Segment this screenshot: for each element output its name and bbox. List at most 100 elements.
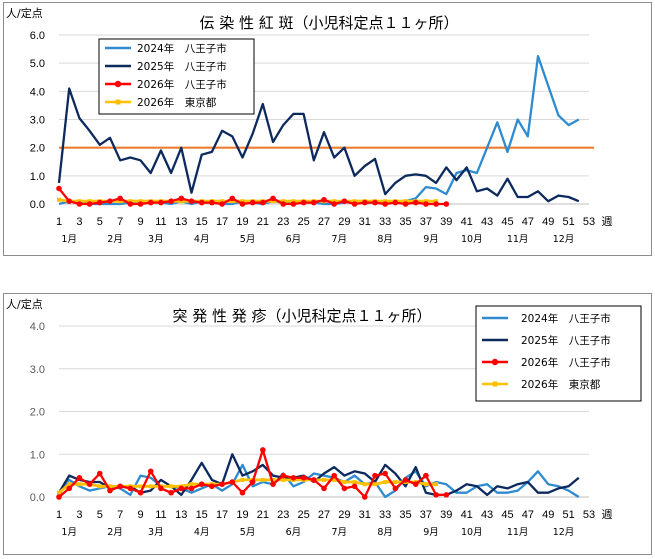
data-point [209, 199, 215, 206]
data-point [137, 489, 144, 496]
data-point [189, 482, 194, 487]
data-point [351, 201, 358, 207]
data-point [148, 484, 153, 489]
data-point [97, 484, 102, 489]
legend-marker [491, 358, 499, 366]
data-point [434, 482, 439, 487]
legend-marker [492, 381, 498, 387]
month-label: 5月 [240, 527, 256, 538]
data-point [331, 201, 337, 207]
data-point [423, 201, 429, 207]
data-point [271, 477, 276, 482]
y-tick-label: 4.0 [30, 321, 45, 333]
data-point [412, 199, 419, 206]
x-tick-label: 45 [501, 509, 513, 521]
data-point [168, 198, 174, 204]
data-point [87, 199, 92, 204]
data-point [56, 494, 62, 500]
x-tick-label: 51 [562, 509, 574, 521]
y-axis-unit-label: 人/定点 [6, 6, 43, 20]
x-tick-label: 3 [76, 216, 82, 228]
data-point [372, 482, 377, 487]
data-point [351, 483, 358, 490]
month-label: 10月 [461, 527, 483, 538]
data-point [96, 199, 103, 206]
data-point [423, 482, 428, 487]
month-label: 8月 [377, 234, 393, 245]
data-point [423, 199, 428, 204]
data-point [107, 484, 112, 489]
month-label: 3月 [148, 234, 164, 245]
data-point [382, 470, 388, 477]
y-tick-label: 3.0 [30, 115, 45, 127]
x-tick-label: 1 [56, 509, 62, 521]
data-point [198, 481, 205, 487]
data-point [402, 201, 409, 207]
y-tick-label: 2.0 [30, 407, 45, 419]
data-point [209, 483, 215, 490]
data-point [382, 201, 388, 207]
data-point [300, 199, 307, 206]
x-tick-label: 35 [399, 216, 411, 228]
data-point [107, 198, 113, 204]
x-tick-label: 27 [318, 509, 330, 521]
legend-label: 2026年 八王子市 [137, 78, 227, 91]
series-line [57, 87, 580, 203]
data-point [178, 485, 185, 492]
data-point [137, 201, 144, 207]
data-point [57, 490, 61, 495]
month-label: 6月 [286, 234, 302, 245]
data-point [341, 485, 348, 492]
data-point [311, 477, 317, 483]
data-point [280, 472, 287, 479]
y-tick-label: 3.0 [30, 364, 45, 376]
data-point [260, 447, 266, 453]
data-point [169, 484, 174, 489]
data-point [178, 195, 185, 202]
legend: 2024年 八王子市 2025年 八王子市 2026年 八王子市 2026年 東京都 [98, 38, 255, 115]
data-point [220, 199, 225, 204]
month-label: 4月 [194, 527, 210, 538]
data-point [300, 474, 307, 481]
month-label: 2月 [107, 527, 123, 538]
data-point [249, 479, 256, 485]
data-point [66, 485, 72, 492]
erythema-infectiosum-chart-panel: 伝 染 性 紅 斑（小児科定点１１ヶ所） 人/定点 0.0 1.0 2.0 3.0 4.0 5… [3, 2, 652, 256]
data-point [291, 199, 296, 204]
data-point [402, 477, 409, 483]
data-point [158, 485, 164, 492]
legend-label: 2025年 八王子市 [137, 60, 227, 73]
data-point [352, 199, 357, 204]
data-point [76, 474, 83, 481]
x-tick-label: 27 [318, 216, 330, 228]
data-point [127, 201, 134, 207]
month-label: 3月 [148, 527, 164, 538]
month-label: 1月 [61, 234, 77, 245]
x-tick-label: 21 [257, 216, 269, 228]
data-point [361, 494, 368, 500]
x-tick-label: 31 [359, 216, 371, 228]
data-point [77, 482, 82, 487]
month-label: 11月 [507, 234, 529, 245]
data-point [352, 480, 357, 485]
data-point [117, 483, 123, 490]
data-point [270, 481, 276, 487]
data-point [107, 487, 113, 494]
data-point [249, 199, 256, 206]
x-tick-label: 19 [236, 509, 248, 521]
data-point [412, 481, 419, 487]
data-point [443, 492, 450, 498]
data-point [322, 477, 326, 482]
x-tick-label: 17 [216, 216, 228, 228]
series-line [58, 448, 447, 499]
data-point [434, 199, 439, 204]
legend-label: 2026年 東京都 [137, 96, 217, 109]
x-tick-label: 21 [257, 509, 269, 521]
x-tick-label: 45 [501, 216, 513, 228]
data-point [383, 199, 388, 204]
x-tick-label: 37 [420, 509, 432, 521]
data-point [271, 199, 276, 204]
data-point [188, 198, 195, 204]
x-tick-label: 11 [155, 216, 166, 228]
exanthem-subitum-chart: 突 発 性 発 疹（小児科定点１１ヶ所） 人/定点 0.0 1.0 2.0 3.0 4.0 1… [6, 297, 642, 538]
